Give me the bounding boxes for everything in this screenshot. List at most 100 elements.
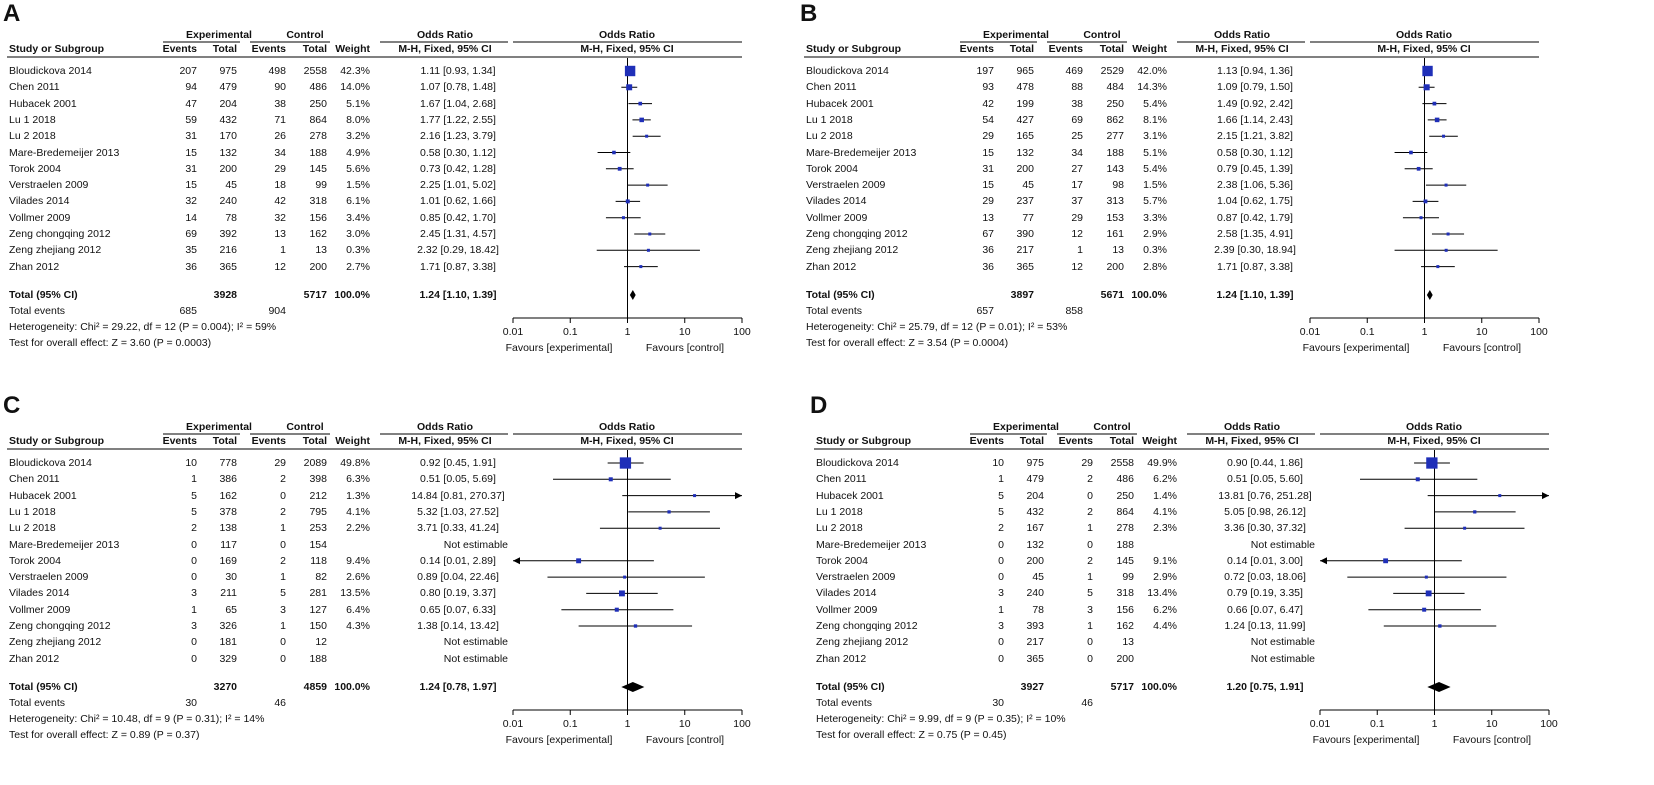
- ctl-events-cell: 69: [1071, 113, 1083, 126]
- exp-total-cell: 77: [1022, 211, 1034, 224]
- study-name: Torok 2004: [9, 554, 61, 567]
- weight-cell: 8.1%: [1143, 113, 1167, 126]
- ctl-events-cell: 38: [1071, 97, 1083, 110]
- weight-cell: 4.1%: [346, 505, 370, 518]
- ctl-events-cell: 12: [274, 260, 286, 273]
- study-name: Zeng chongqing 2012: [816, 620, 918, 632]
- ctl-total-cell: 486: [309, 81, 327, 94]
- odds-ratio-ci-cell: Not estimable: [1250, 636, 1315, 649]
- weight-cell: 6.2%: [1153, 473, 1177, 486]
- study-marker: [1473, 510, 1477, 514]
- total-exp-total: 3897: [1010, 289, 1034, 301]
- total-events-label: Total events: [806, 305, 863, 317]
- ctl-total-cell: 318: [309, 195, 327, 208]
- exp-events-cell: 5: [998, 489, 1004, 502]
- odds-ratio-header-left: Odds Ratio: [416, 29, 473, 41]
- study-marker: [646, 248, 650, 252]
- total-events-ctl: 858: [1065, 305, 1083, 317]
- odds-ratio-ci-cell: Not estimable: [443, 636, 508, 649]
- exp-events-cell: 1: [191, 473, 197, 486]
- study-marker: [1423, 199, 1428, 204]
- odds-ratio-ci-cell: 3.71 [0.33, 41.24]: [417, 522, 499, 535]
- method-header-right: M-H, Fixed, 95% CI: [1377, 43, 1471, 55]
- panel-letter: A: [3, 0, 21, 27]
- total-ctl-total: 5671: [1100, 289, 1124, 301]
- x-tick-label: 1: [624, 326, 631, 338]
- exp-total-cell: 167: [1026, 522, 1044, 535]
- ctl-total-cell: 13: [1122, 636, 1134, 649]
- weight-cell: 0.3%: [1143, 244, 1167, 257]
- weight-cell: 3.2%: [346, 130, 370, 143]
- weight-cell: 5.6%: [346, 162, 370, 175]
- pooled-diamond: [621, 682, 645, 692]
- exp-total-cell: 45: [1022, 179, 1034, 192]
- study-marker: [626, 84, 633, 91]
- weight-cell: 42.3%: [340, 65, 370, 77]
- weight-cell: 49.9%: [1147, 457, 1177, 469]
- odds-ratio-ci-cell: 0.51 [0.05, 5.60]: [1227, 473, 1303, 486]
- study-name: Zeng chongqing 2012: [9, 620, 111, 632]
- ctl-events-cell: 5: [1087, 587, 1093, 600]
- weight-cell: 5.1%: [1143, 146, 1167, 159]
- exp-events-cell: 0: [998, 538, 1004, 551]
- exp-events-header: Events: [162, 435, 197, 447]
- study-name: Chen 2011: [9, 81, 60, 94]
- ctl-events-cell: 0: [280, 538, 286, 551]
- x-tick-label: 10: [1475, 326, 1488, 338]
- x-tick-label: 0.1: [562, 718, 578, 730]
- odds-ratio-ci-cell: 3.36 [0.30, 37.32]: [1224, 522, 1306, 535]
- exp-events-cell: 15: [185, 146, 197, 159]
- odds-ratio-ci-cell: 2.58 [1.35, 4.91]: [1217, 228, 1293, 240]
- weight-cell: 13.5%: [340, 587, 370, 600]
- study-name: Zeng zhejiang 2012: [9, 636, 102, 649]
- exp-events-cell: 5: [998, 505, 1004, 518]
- pooled-diamond: [629, 290, 636, 300]
- exp-events-cell: 2: [998, 522, 1004, 535]
- study-marker: [1422, 607, 1427, 612]
- method-header-left: M-H, Fixed, 95% CI: [398, 435, 492, 447]
- study-marker: [1498, 494, 1502, 498]
- ci-arrow-right: [735, 492, 742, 500]
- study-marker: [667, 510, 671, 514]
- exp-events-cell: 31: [185, 130, 197, 143]
- total-events-ctl: 904: [268, 305, 286, 317]
- exp-total-cell: 479: [1026, 473, 1044, 486]
- weight-cell: 3.1%: [1143, 130, 1167, 143]
- weight-cell: 4.9%: [346, 146, 370, 159]
- ctl-total-cell: 250: [1116, 489, 1134, 502]
- weight-cell: 9.1%: [1153, 554, 1177, 567]
- ctl-total-cell: 143: [1106, 162, 1124, 175]
- exp-total-cell: 365: [1016, 260, 1034, 273]
- x-tick-label: 0.1: [1359, 326, 1375, 338]
- study-marker: [576, 558, 582, 564]
- total-events-exp: 657: [976, 305, 994, 317]
- odds-ratio-ci-cell: 1.49 [0.92, 2.42]: [1217, 97, 1293, 110]
- odds-ratio-ci-cell: Not estimable: [443, 652, 508, 665]
- study-name: Vilades 2014: [806, 195, 867, 208]
- exp-total-cell: 169: [219, 554, 237, 567]
- exp-events-cell: 15: [982, 179, 994, 192]
- forest-plot-svg: [814, 433, 1550, 715]
- weight-cell: 5.4%: [1143, 97, 1167, 110]
- study-name: Hubacek 2001: [816, 489, 884, 502]
- study-name: Mare-Bredemeijer 2013: [9, 146, 120, 159]
- method-header-left: M-H, Fixed, 95% CI: [1195, 43, 1289, 55]
- weight-cell: 2.3%: [1153, 522, 1177, 535]
- total-events-label: Total events: [9, 305, 66, 317]
- ctl-total-cell: 398: [309, 473, 327, 486]
- exp-events-cell: 94: [185, 81, 197, 94]
- study-name: Vilades 2014: [9, 195, 70, 208]
- exp-events-cell: 13: [982, 211, 994, 224]
- odds-ratio-ci-cell: 0.80 [0.19, 3.37]: [420, 587, 496, 600]
- x-tick-label: 100: [1540, 718, 1558, 730]
- overall-effect-text: Test for overall effect: Z = 0.89 (P = 0…: [9, 729, 200, 741]
- exp-events-cell: 0: [191, 538, 197, 551]
- weight-cell: 2.7%: [346, 260, 370, 273]
- odds-ratio-header-left: Odds Ratio: [1213, 29, 1270, 41]
- study-marker: [648, 232, 652, 236]
- ctl-events-cell: 0: [1087, 489, 1093, 502]
- study-name: Vollmer 2009: [9, 211, 71, 224]
- odds-ratio-ci-cell: 2.39 [0.30, 18.94]: [1214, 244, 1296, 257]
- study-marker: [619, 590, 625, 597]
- odds-ratio-ci-cell: 14.84 [0.81, 270.37]: [411, 489, 505, 502]
